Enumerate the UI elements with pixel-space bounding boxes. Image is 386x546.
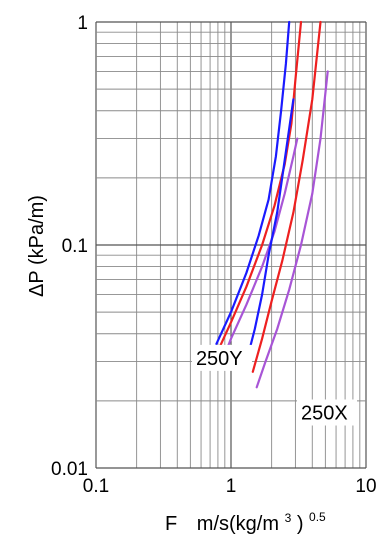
y-tick-label: 0.1 bbox=[62, 236, 88, 257]
x-axis-label-units: m/s(kg/m bbox=[197, 513, 279, 535]
y-tick-label: 0.01 bbox=[51, 459, 88, 480]
series-line-3 bbox=[218, 137, 299, 370]
x-axis-label-f: F bbox=[165, 513, 177, 535]
chart-series bbox=[215, 20, 329, 389]
x-tick-label: 10 bbox=[355, 476, 376, 497]
annotation-label: 250Y bbox=[196, 348, 243, 370]
series-line-5 bbox=[251, 20, 322, 373]
x-axis-label: F m/s(kg/m 3 ) 0.5 bbox=[165, 505, 326, 535]
annotation-label: 250X bbox=[301, 403, 348, 425]
series-line-2 bbox=[216, 20, 303, 354]
x-axis-label-close: ) bbox=[297, 513, 304, 535]
series-line-1 bbox=[215, 20, 291, 345]
annotation-background bbox=[191, 344, 252, 371]
x-tick-label: 1 bbox=[226, 476, 237, 497]
y-axis-label: ΔP (kPa/m) bbox=[26, 195, 48, 297]
x-axis-label-sup2: 0.5 bbox=[309, 510, 326, 524]
series-line-4 bbox=[245, 98, 295, 363]
x-axis-label-sup1: 3 bbox=[285, 511, 292, 525]
chart-tick-labels: 0.1 1 100.010.11 bbox=[51, 13, 377, 497]
y-tick-label: 1 bbox=[77, 13, 88, 34]
annotation-background bbox=[296, 399, 357, 426]
series-line-6 bbox=[255, 70, 329, 389]
x-tick-label: 0.1 bbox=[83, 476, 109, 497]
chart-annotations: 250Y 250X bbox=[191, 344, 357, 426]
